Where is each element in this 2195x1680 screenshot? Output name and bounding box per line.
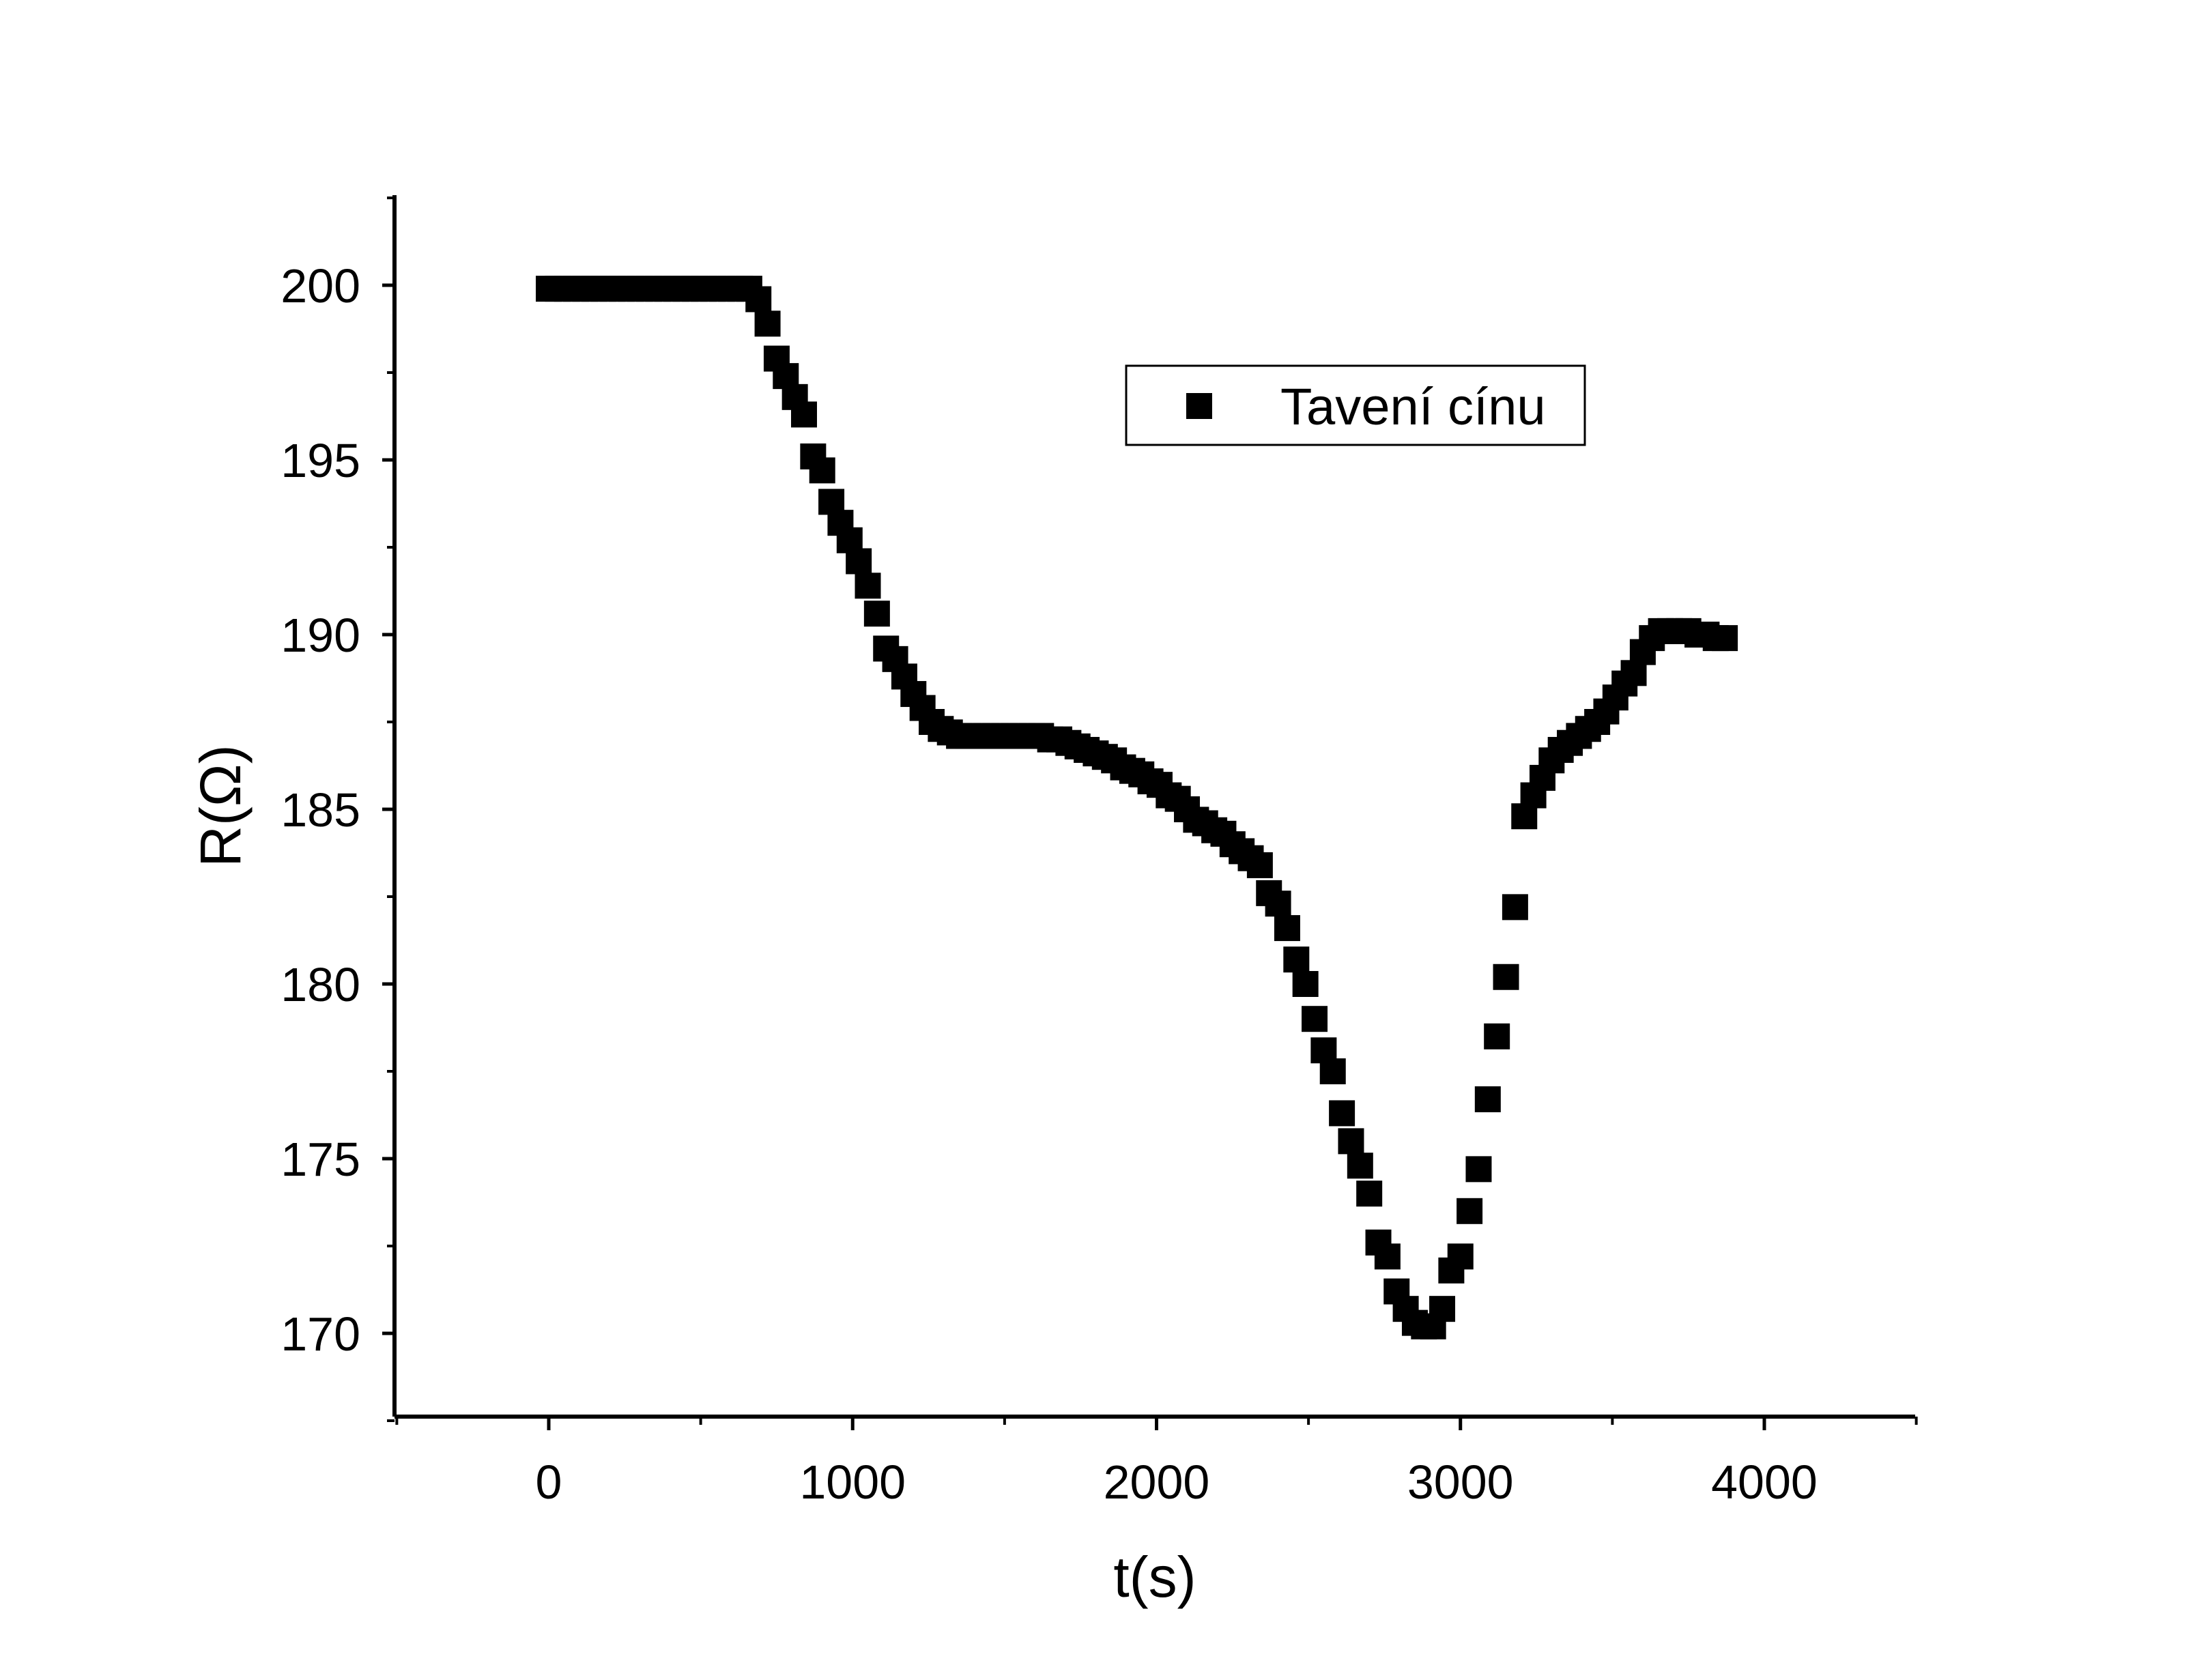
x-axis-title: t(s) [1113, 1545, 1196, 1609]
data-point [1447, 1243, 1474, 1270]
data-point [1493, 964, 1519, 990]
data-point [1457, 1198, 1483, 1224]
data-point [809, 457, 835, 484]
data-point [754, 310, 781, 337]
y-tick-label: 180 [281, 958, 360, 1011]
data-point [855, 573, 881, 599]
x-tick-label: 1000 [799, 1455, 906, 1509]
data-point [1274, 915, 1300, 942]
data-point [1429, 1296, 1456, 1322]
data-point [1347, 1153, 1373, 1179]
y-tick-label: 185 [281, 783, 360, 837]
y-axis-ticks: 170 175 180 185 190 195 200 [281, 197, 394, 1422]
data-point [1484, 1023, 1510, 1049]
x-tick-label: 2000 [1104, 1455, 1210, 1509]
data-point [1246, 852, 1273, 878]
y-tick-label: 195 [281, 434, 360, 487]
data-point [1374, 1243, 1401, 1270]
y-tick-label: 175 [281, 1133, 360, 1186]
data-point [1356, 1181, 1383, 1207]
data-point [1283, 946, 1310, 973]
data-point [745, 286, 772, 313]
x-tick-label: 4000 [1711, 1455, 1818, 1509]
x-tick-label: 3000 [1407, 1455, 1514, 1509]
y-tick-label: 190 [281, 609, 360, 662]
data-points [536, 276, 1738, 1339]
data-point [1338, 1128, 1364, 1155]
data-point [1302, 1006, 1328, 1032]
data-point [846, 548, 872, 575]
data-point [1292, 971, 1319, 997]
data-point [863, 600, 890, 627]
x-tick-label: 0 [536, 1455, 562, 1509]
y-tick-label: 200 [281, 259, 360, 313]
y-axis-title: R(Ω) [188, 744, 253, 867]
y-tick-label: 170 [281, 1307, 360, 1361]
data-point [1712, 625, 1738, 652]
data-point [1474, 1086, 1501, 1112]
legend-marker [1186, 393, 1212, 419]
legend-entry-label: Tavení cínu [1280, 378, 1546, 436]
data-point [1465, 1156, 1492, 1183]
data-point [1502, 894, 1528, 921]
data-point [791, 401, 818, 428]
data-point [1329, 1100, 1355, 1127]
x-axis-ticks: 0 1000 2000 3000 4000 [395, 1417, 1918, 1509]
data-point [1265, 890, 1291, 917]
legend: Tavení cínu [1125, 364, 1586, 446]
data-point [1319, 1058, 1346, 1084]
